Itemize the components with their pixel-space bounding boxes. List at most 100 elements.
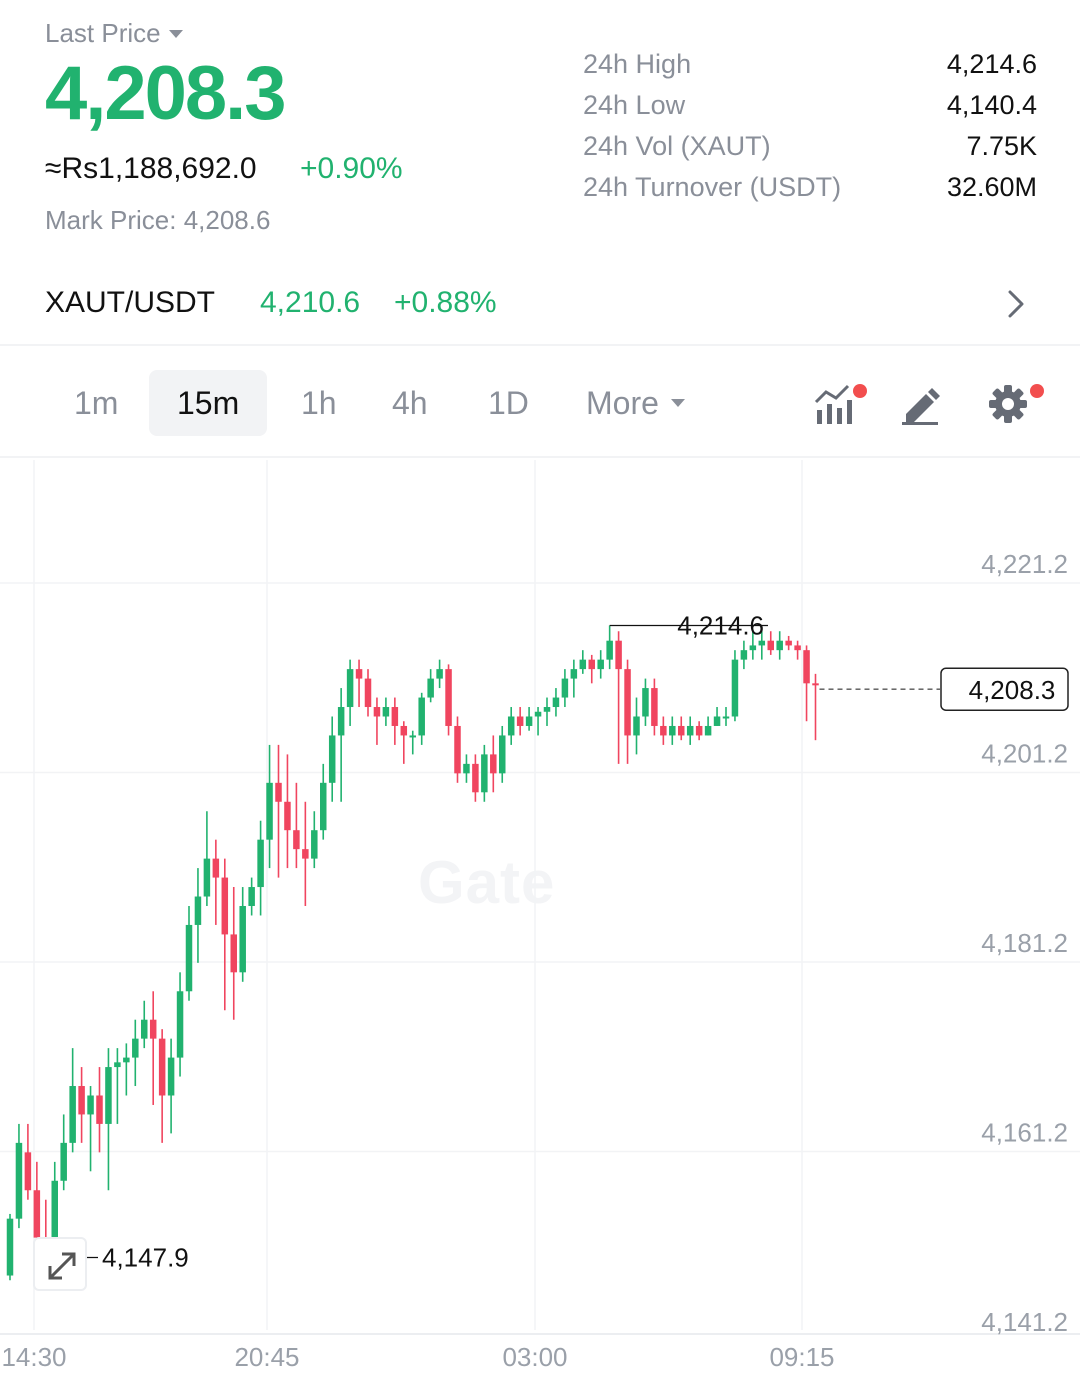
candle	[293, 830, 300, 850]
candle	[176, 991, 184, 1058]
tab-label: 15m	[177, 384, 240, 421]
candle	[15, 1142, 23, 1219]
candle	[615, 640, 622, 670]
tab-4h[interactable]: 4h	[364, 370, 456, 436]
candle	[203, 858, 211, 897]
candle	[686, 725, 694, 736]
candle	[803, 650, 810, 684]
candle	[105, 1067, 112, 1124]
x-tick-label: 14:30	[1, 1342, 66, 1372]
candle	[624, 669, 631, 736]
candle	[373, 707, 381, 717]
candle	[516, 716, 524, 726]
more-timeframes-dropdown[interactable]: More	[558, 370, 713, 436]
stat-24h-low: 24h Low 4,140.4	[583, 85, 1037, 126]
candle	[230, 934, 237, 973]
candle	[141, 1019, 148, 1039]
expand-icon	[48, 1252, 76, 1280]
candle	[418, 697, 425, 736]
candle	[597, 659, 604, 670]
tab-15m[interactable]: 15m	[149, 370, 268, 436]
gear-icon[interactable]	[984, 382, 1032, 426]
stat-label: 24h Low	[583, 90, 686, 120]
candle	[248, 887, 255, 906]
candle	[561, 678, 569, 698]
candle	[114, 1062, 121, 1068]
spot-pair-row[interactable]: XAUT/USDT 4,210.6 +0.88%	[0, 262, 1080, 346]
candle	[794, 645, 801, 651]
tab-1d[interactable]: 1D	[460, 370, 557, 436]
candle	[69, 1086, 76, 1143]
candle	[731, 659, 739, 717]
candle	[758, 640, 766, 646]
y-tick-label: 4,201.2	[981, 739, 1068, 769]
candle	[78, 1086, 85, 1115]
stat-value: 4,140.4	[946, 90, 1037, 120]
candle	[364, 678, 372, 708]
tab-label: 4h	[392, 384, 428, 421]
settings-notification-dot	[1030, 384, 1044, 398]
candle	[669, 725, 676, 736]
indicator-icon[interactable]	[812, 382, 860, 426]
tab-label: 1h	[301, 384, 337, 421]
candle	[123, 1057, 130, 1063]
candle	[221, 877, 229, 935]
candle	[606, 640, 613, 660]
stat-label: 24h High	[583, 49, 692, 79]
last-price-selector[interactable]: Last Price	[45, 18, 183, 49]
candle	[167, 1057, 175, 1096]
candle	[51, 1180, 58, 1248]
candle	[284, 801, 291, 831]
candle	[660, 725, 667, 736]
candle	[382, 707, 390, 717]
candle	[722, 716, 730, 719]
candle	[275, 782, 282, 802]
candle	[132, 1038, 139, 1058]
last-price-label: Last Price	[45, 18, 161, 48]
y-tick-label: 4,161.2	[981, 1118, 1068, 1148]
draw-icon[interactable]	[898, 382, 946, 426]
candle	[776, 640, 783, 651]
expand-chart-button[interactable]	[33, 1237, 87, 1291]
caret-down-icon	[670, 399, 685, 407]
pair-price: 4,210.6	[260, 286, 361, 319]
current-price-box	[940, 667, 1069, 711]
candle	[302, 849, 309, 859]
pair-name: XAUT/USDT	[45, 286, 216, 319]
candlestick-chart[interactable]: 4,221.2 4,201.2 4,181.2 4,161.2 4,141.2 14:30…	[0, 460, 1080, 1376]
candle	[570, 669, 578, 679]
candle	[525, 716, 533, 726]
candle	[472, 763, 479, 793]
candle	[812, 683, 819, 686]
candle	[33, 1190, 41, 1238]
stat-24h-vol: 24h Vol (XAUT) 7.75K	[583, 126, 1037, 167]
mark-price: Mark Price: 4,208.6	[45, 205, 270, 236]
candle	[337, 707, 345, 736]
fiat-price: ≈Rs1,188,692.0	[45, 152, 257, 185]
chevron-right-icon[interactable]	[1000, 284, 1030, 324]
candle	[158, 1038, 166, 1096]
candle	[427, 678, 434, 698]
y-tick-label: 4,181.2	[981, 928, 1068, 958]
candle	[6, 1218, 14, 1276]
candle	[695, 725, 703, 736]
candle	[194, 896, 202, 925]
x-tick-label: 20:45	[234, 1342, 299, 1372]
gate-watermark: Gate	[418, 848, 555, 917]
mark-price-label: Mark Price:	[45, 205, 177, 235]
candle	[704, 725, 712, 736]
stat-value: 32.60M	[946, 172, 1037, 202]
candle	[409, 735, 416, 738]
candle	[713, 716, 721, 726]
candle	[257, 839, 264, 888]
candle	[543, 707, 551, 712]
candle	[454, 725, 461, 774]
candle	[633, 716, 640, 736]
tab-1h[interactable]: 1h	[273, 370, 365, 436]
caret-down-icon	[168, 29, 183, 38]
candle	[588, 659, 595, 670]
tab-1m[interactable]: 1m	[46, 370, 146, 436]
candle	[579, 659, 587, 670]
mark-price-value: 4,208.6	[183, 205, 271, 235]
candle	[490, 754, 497, 774]
